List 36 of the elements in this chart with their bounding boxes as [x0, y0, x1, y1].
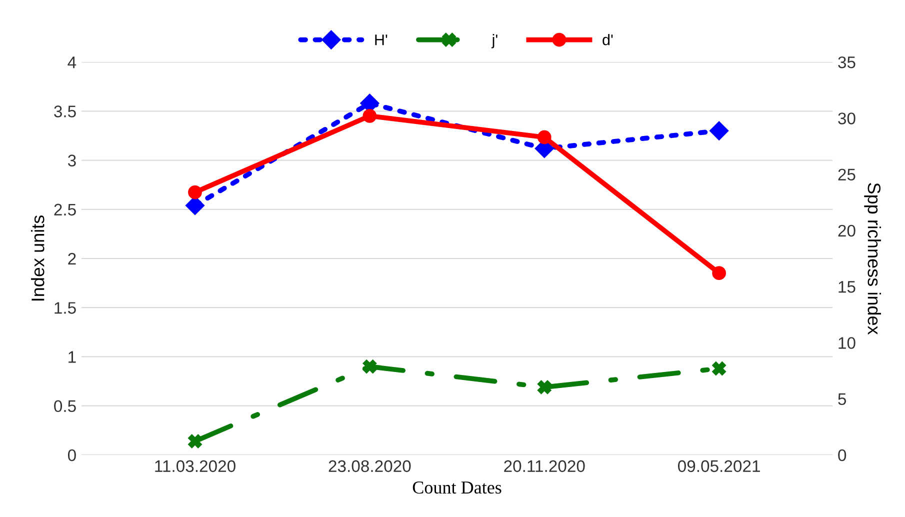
y-tick-label: 3.5	[54, 106, 76, 118]
y2-tick-label: 35	[838, 56, 856, 68]
y2-tick-label: 30	[838, 112, 856, 124]
point	[710, 121, 729, 140]
y-tick-label: 3	[68, 154, 76, 166]
y2-tick-label: 10	[838, 337, 856, 349]
point	[537, 130, 552, 144]
y-axis-title: Index units	[31, 215, 44, 300]
point	[537, 380, 552, 394]
y2-tick-label: 25	[838, 168, 856, 181]
point	[712, 362, 726, 376]
y2-tick-label: 15	[838, 281, 856, 293]
y-tick-label: 4	[68, 56, 76, 68]
y2-axis-title: Spp richness index	[864, 183, 881, 335]
x-tick-label: 23.08.2020	[328, 460, 411, 472]
legend-label: j'	[491, 34, 498, 48]
y-tick-label: 0	[68, 449, 76, 462]
point	[362, 108, 377, 123]
y2-tick-label: 20	[838, 224, 856, 237]
y-tick-label: 0.5	[54, 400, 76, 412]
y2-tick-label: 0	[838, 449, 846, 462]
x-tick-label: 11.03.2020	[155, 460, 236, 472]
x-tick-label: 20.11.2020	[504, 460, 585, 472]
y-tick-label: 2.5	[54, 204, 76, 216]
point	[188, 434, 202, 448]
y-tick-label: 2	[68, 252, 76, 265]
y2-tick-label: 5	[838, 393, 846, 406]
y-tick-label: 1.5	[54, 302, 76, 314]
x-tick-label: 09.05.2021	[678, 460, 760, 472]
point	[712, 266, 726, 280]
y-tick-label: 1	[68, 351, 76, 363]
legend-label: H'	[375, 34, 388, 46]
legend-label: d'	[602, 34, 613, 46]
point	[362, 360, 377, 374]
point	[188, 185, 202, 200]
x-axis-title: Count Dates	[412, 481, 502, 494]
